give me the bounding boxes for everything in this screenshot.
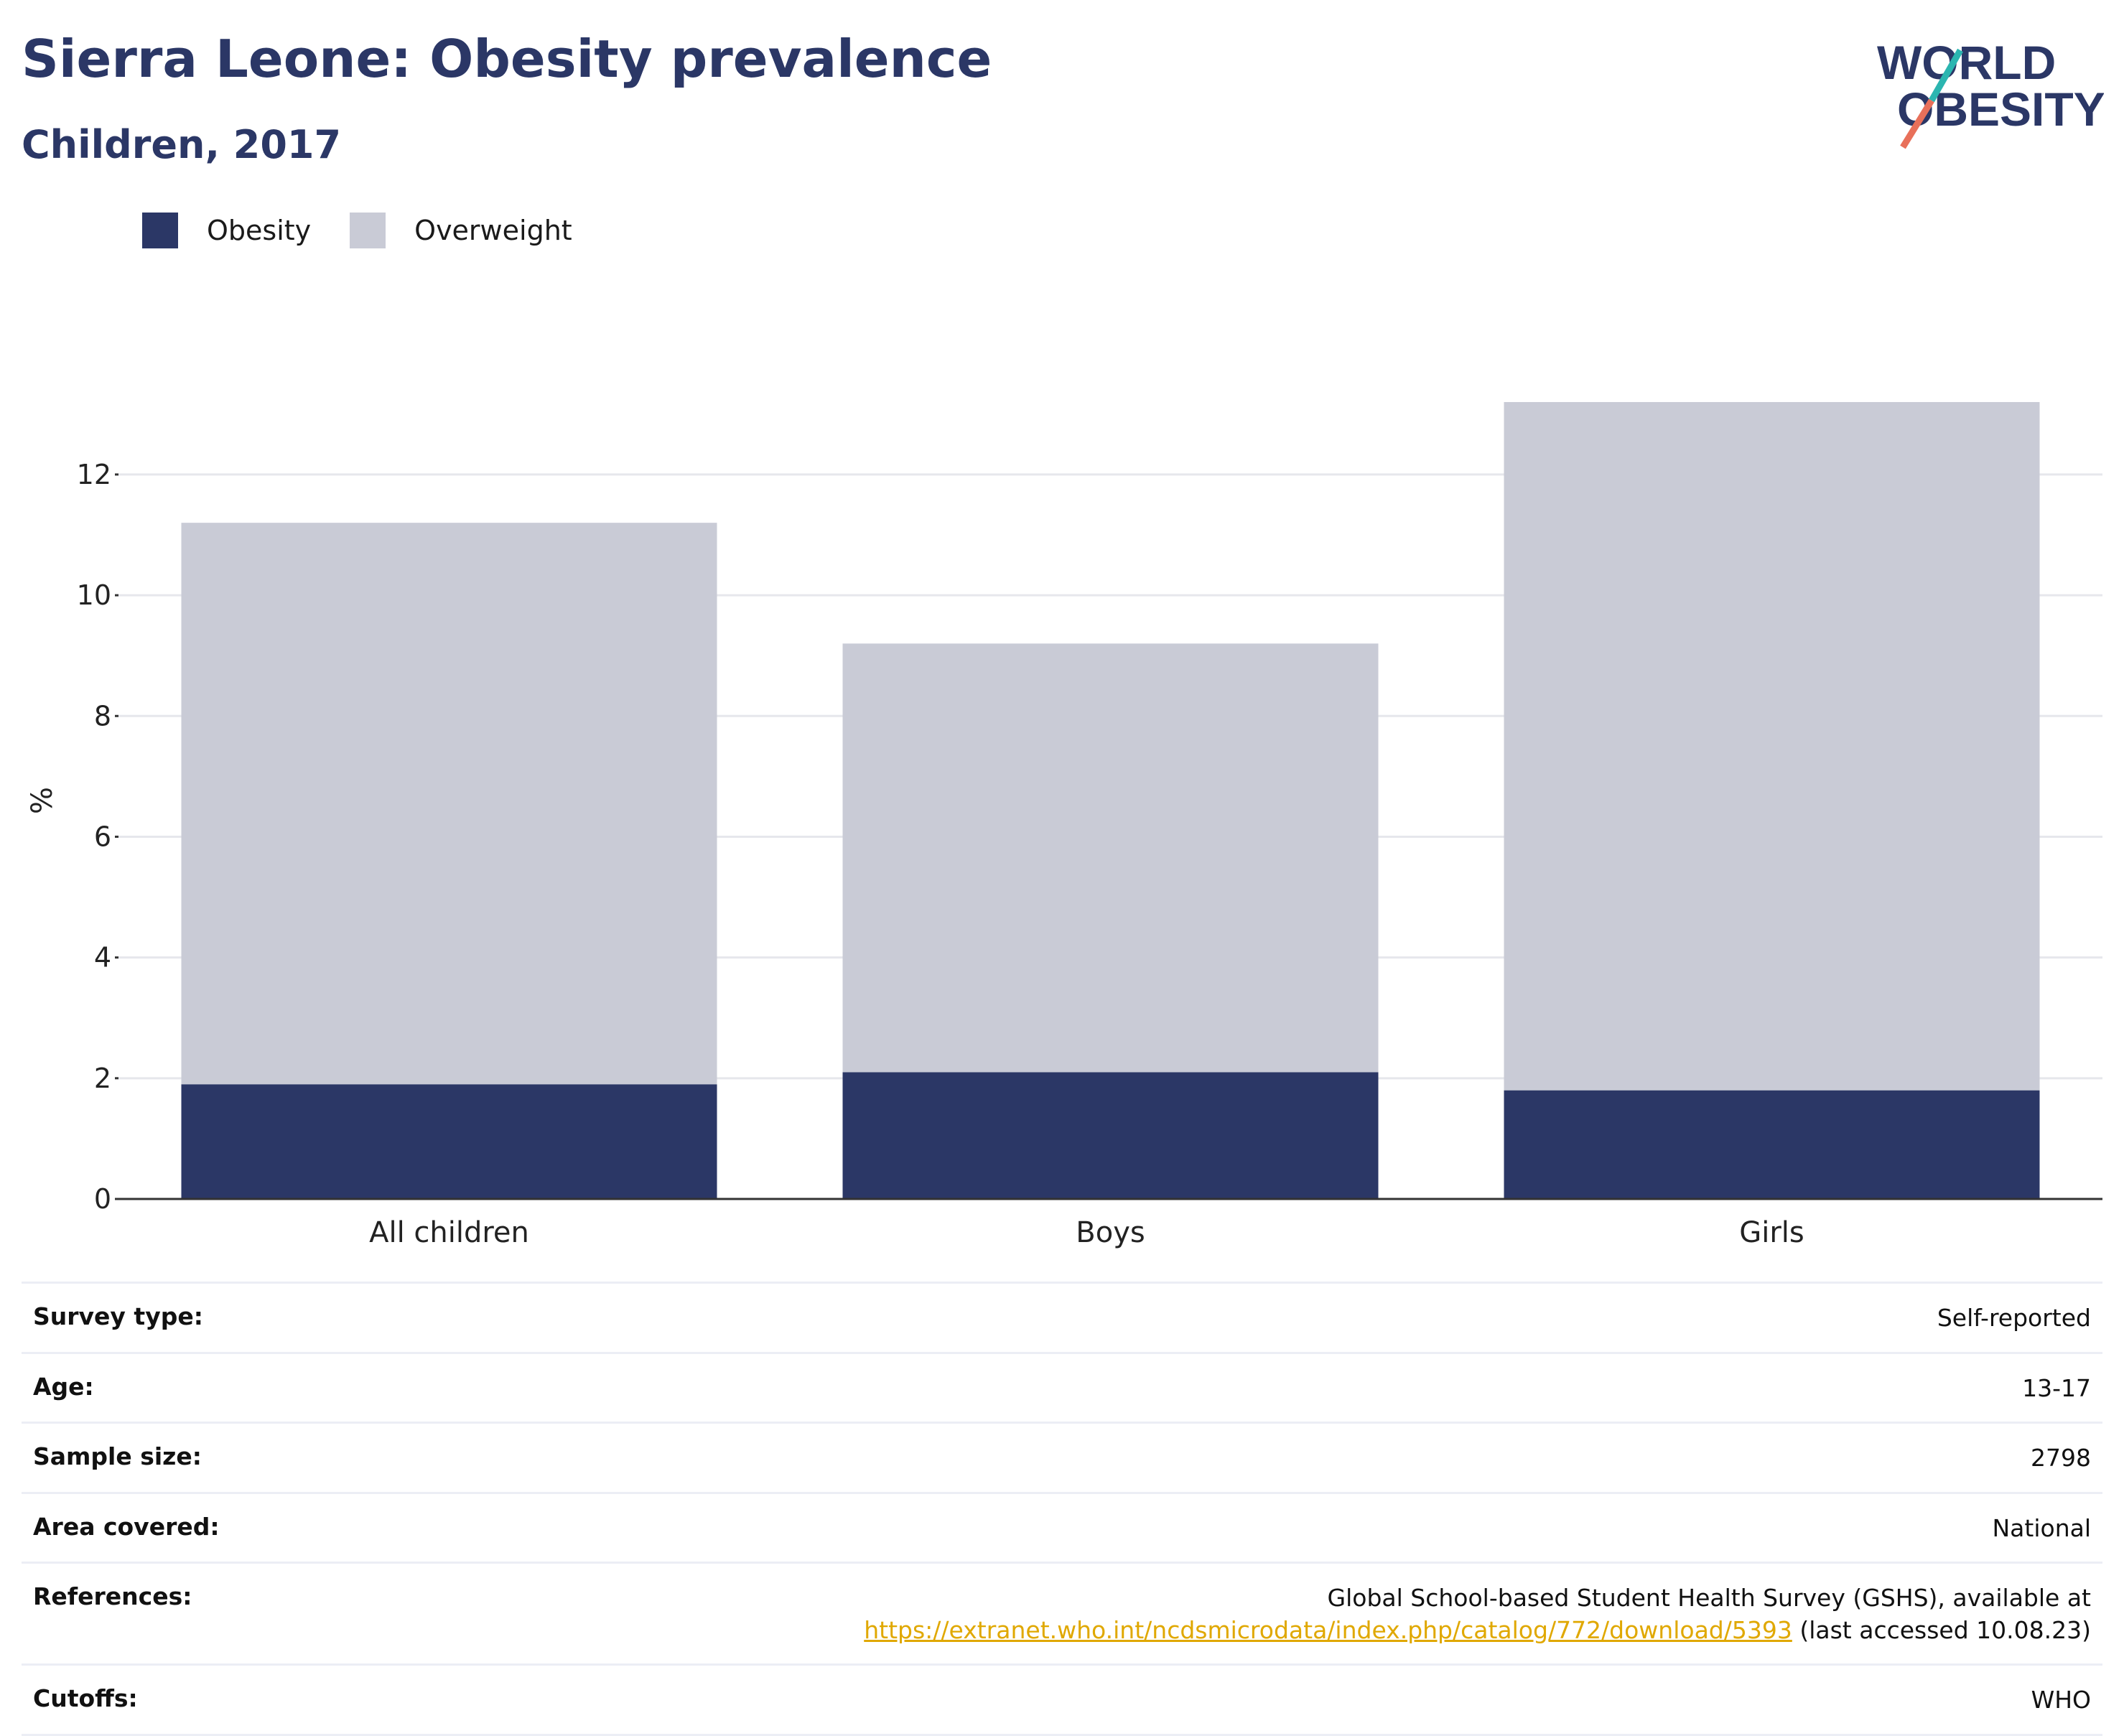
info-row-area-covered: Area covered: National: [22, 1491, 2102, 1562]
x-tick-label: All children: [369, 1216, 529, 1249]
reference-link[interactable]: https://extranet.who.int/ncdsmicrodata/i…: [864, 1615, 1792, 1644]
info-label: References:: [33, 1582, 192, 1611]
world-obesity-logo: WORLD OBESITY: [1877, 36, 2104, 149]
x-tick-label: Boys: [1076, 1216, 1145, 1249]
info-label: Area covered:: [33, 1512, 220, 1541]
info-label: Survey type:: [33, 1302, 203, 1330]
logo-slash-teal: [1929, 48, 1963, 103]
legend-label-overweight: Overweight: [414, 215, 572, 246]
y-tick-label: 10: [77, 579, 111, 611]
y-tick-label: 12: [77, 459, 111, 490]
survey-info-table: Survey type: Self-reported Age: 13-17 Sa…: [22, 1282, 2102, 1736]
info-label: Cutoffs:: [33, 1684, 138, 1713]
page-title: Sierra Leone: Obesity prevalence: [22, 29, 992, 89]
legend-item-overweight[interactable]: Overweight: [350, 213, 572, 248]
info-value: 13-17: [2022, 1373, 2091, 1402]
info-row-age: Age: 13-17: [22, 1351, 2102, 1422]
info-value-references: Global School-based Student Health Surve…: [864, 1582, 2091, 1646]
bar-overweight-girls: [1504, 402, 2040, 1091]
info-row-references: References: Global School-based Student …: [22, 1562, 2102, 1663]
logo-line2: OBESITY: [1897, 83, 2104, 136]
reference-accessed: (last accessed 10.08.23): [1792, 1615, 2091, 1644]
logo-slash-coral: [1900, 98, 1934, 149]
legend-item-obesity[interactable]: Obesity: [142, 213, 311, 248]
info-label: Age:: [33, 1372, 94, 1401]
info-value: 2798: [2031, 1444, 2091, 1473]
info-value: Self-reported: [1937, 1304, 2091, 1332]
stacked-bar-chart: 0 2 4 6 8 10 12% All children Boys Girls: [26, 402, 2102, 1249]
bar-obesity-all-children: [181, 1084, 717, 1199]
y-tick-label: 2: [94, 1063, 111, 1094]
y-tick-label: 0: [94, 1183, 111, 1215]
info-row-cutoffs: Cutoffs: WHO: [22, 1663, 2102, 1736]
bar-obesity-girls: [1504, 1090, 2040, 1199]
logo-line1: WORLD: [1877, 36, 2056, 89]
info-value: WHO: [2031, 1686, 2091, 1714]
reference-text: Global School-based Student Health Surve…: [1327, 1584, 2091, 1613]
page-subtitle: Children, 2017: [22, 122, 342, 167]
x-tick-label: Girls: [1739, 1216, 1804, 1249]
y-tick-label: 4: [94, 942, 111, 974]
info-value: National: [1992, 1513, 2091, 1542]
legend-label-obesity: Obesity: [207, 215, 312, 246]
y-axis-label: %: [26, 787, 59, 814]
info-label: Sample size:: [33, 1442, 202, 1471]
legend-swatch-obesity: [142, 213, 178, 248]
y-tick-label: 8: [94, 700, 111, 732]
bar-obesity-boys: [842, 1072, 1379, 1199]
y-tick-label: 6: [94, 821, 111, 852]
info-row-survey-type: Survey type: Self-reported: [22, 1282, 2102, 1352]
bar-overweight-all-children: [181, 523, 717, 1085]
chart-legend: Obesity Overweight: [142, 213, 611, 248]
bar-overweight-boys: [842, 643, 1379, 1073]
legend-swatch-overweight: [350, 213, 386, 248]
info-row-sample-size: Sample size: 2798: [22, 1422, 2102, 1492]
